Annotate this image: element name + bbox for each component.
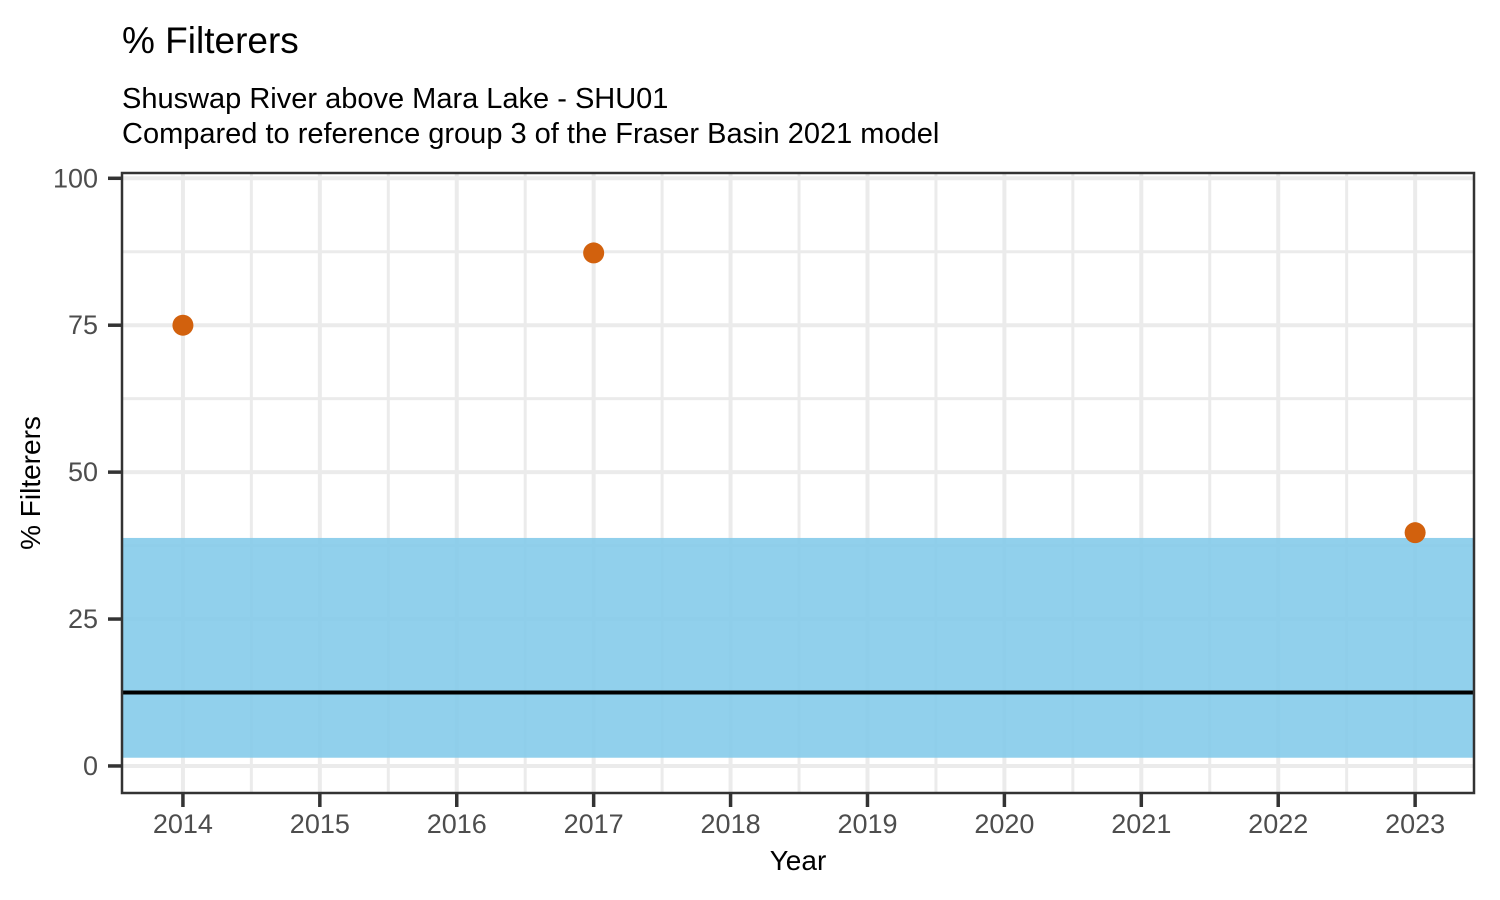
y-axis-title: % Filterers [15,416,46,550]
x-axis-tick-label: 2023 [1385,809,1445,839]
reference-band [122,537,1474,758]
x-axis-tick-label: 2022 [1248,809,1308,839]
y-axis-tick-label: 0 [83,751,98,781]
chart-title: % Filterers [122,20,299,61]
x-axis-tick-label: 2020 [974,809,1034,839]
x-axis-tick-label: 2017 [564,809,624,839]
data-point [583,242,605,264]
x-axis-tick-label: 2014 [153,809,213,839]
x-axis-title: Year [770,845,827,876]
chart-subtitle-line1: Shuswap River above Mara Lake - SHU01 [122,83,668,115]
data-point [1404,522,1426,544]
chart-subtitle-line2: Compared to reference group 3 of the Fra… [122,118,939,150]
x-axis-tick-label: 2016 [427,809,487,839]
y-axis-tick-label: 75 [68,310,98,340]
data-point [172,314,194,336]
y-axis-tick-label: 25 [68,604,98,634]
y-axis-tick-label: 50 [68,457,98,487]
x-axis-tick-label: 2015 [290,809,350,839]
x-axis-tick-label: 2021 [1111,809,1171,839]
x-axis-tick-label: 2019 [837,809,897,839]
y-axis-tick-label: 100 [53,163,98,193]
panel-border [120,171,1476,795]
plot-area: 2014 2015 2016 2017 2018 2019 2020 2021 2022 2023… [53,163,1476,839]
x-axis-tick-label: 2018 [701,809,761,839]
